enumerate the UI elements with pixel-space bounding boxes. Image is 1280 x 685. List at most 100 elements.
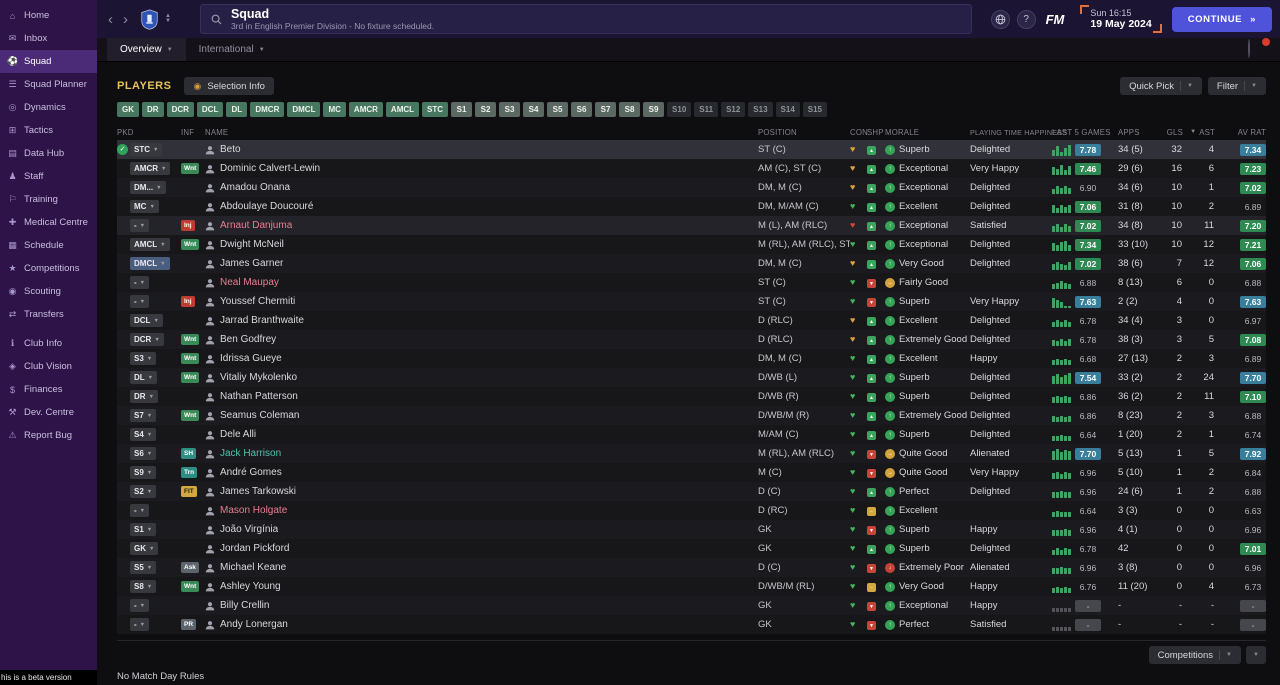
sidebar-item-schedule[interactable]: ▦ Schedule [8, 240, 64, 251]
player-name[interactable]: Andy Lonergan [220, 619, 288, 630]
column-header-av-rat[interactable]: AV RAT [1237, 127, 1266, 137]
table-row[interactable]: ✓ - ▼ Billy Crellin GK ♥ ▼ ↑ Exceptional… [117, 596, 1266, 615]
pkd-dropdown[interactable]: DCL ▼ [130, 314, 163, 327]
club-switcher[interactable]: ▲ ▼ [165, 13, 171, 24]
table-row[interactable]: ✓ DMCL ▼ James Garner DM, M (C) ♥ ▲ ↑ Ve… [117, 254, 1266, 273]
search-icon[interactable] [211, 14, 222, 25]
pkd-dropdown[interactable]: MC ▼ [130, 200, 159, 213]
table-row[interactable]: ✓ S4 ▼ Dele Alli M/AM (C) ♥ ▲ ↑ Superb D… [117, 425, 1266, 444]
position-filter-dl[interactable]: DL [226, 102, 248, 117]
table-row[interactable]: ✓ S9 ▼ Trn André Gomes M (C) ♥ ▼ → Quite… [117, 463, 1266, 482]
continue-button[interactable]: CONTINUE » [1171, 6, 1272, 32]
sidebar-item-dynamics[interactable]: ◎ Dynamics [8, 102, 66, 113]
position-filter-s1[interactable]: S1 [451, 102, 473, 117]
position-filter-s8[interactable]: S8 [619, 102, 641, 117]
position-filter-stc[interactable]: STC [422, 102, 449, 117]
column-header-morale[interactable]: MORALE [885, 127, 920, 137]
table-row[interactable]: ✓ GK ▼ Jordan Pickford GK ♥ ▲ ↑ Superb D… [117, 539, 1266, 558]
sidebar-item-dev-centre[interactable]: ⚒ Dev. Centre [8, 407, 74, 418]
column-header-gls[interactable]: GLS [1166, 127, 1183, 137]
collapse-panel-button[interactable]: ▼ [1246, 646, 1266, 664]
player-name[interactable]: Ashley Young [220, 581, 281, 592]
player-name[interactable]: Jack Harrison [220, 448, 282, 459]
table-row[interactable]: ✓ DCR ▼ Wnt Ben Godfrey D (RLC) ♥ ▲ ↑ Ex… [117, 330, 1266, 349]
pkd-dropdown[interactable]: S9 ▼ [130, 466, 157, 479]
sidebar-item-club-info[interactable]: ℹ Club Info [0, 332, 97, 355]
column-header-ast[interactable]: ▼ AST [1190, 127, 1215, 137]
sidebar-item-club-vision[interactable]: ◈ Club Vision [0, 355, 97, 378]
pkd-dropdown[interactable]: DM... ▼ [130, 181, 166, 194]
pkd-dropdown[interactable]: STC ▼ [130, 143, 163, 156]
column-header-last-5-games[interactable]: LAST 5 GAMES [1052, 127, 1111, 137]
table-row[interactable]: ✓ - ▼ Inj Youssef Chermiti ST (C) ♥ ▼ ↑ … [117, 292, 1266, 311]
player-name[interactable]: Youssef Chermiti [220, 296, 296, 307]
pkd-dropdown[interactable]: DMCL ▼ [130, 257, 170, 270]
table-row[interactable]: ✓ - ▼ PR Andy Lonergan GK ♥ ▼ ↑ Perfect … [117, 615, 1266, 634]
pkd-dropdown[interactable]: - ▼ [130, 618, 150, 631]
club-crest-icon[interactable] [141, 9, 158, 30]
position-filter-amcr[interactable]: AMCR [348, 102, 383, 117]
pkd-dropdown[interactable]: DCR ▼ [130, 333, 164, 346]
table-row[interactable]: ✓ DCL ▼ Jarrad Branthwaite D (RLC) ♥ ▲ ↑… [117, 311, 1266, 330]
position-filter-s15[interactable]: S15 [802, 102, 827, 117]
player-name[interactable]: Dominic Calvert-Lewin [220, 163, 321, 174]
position-filter-s11[interactable]: S11 [694, 102, 719, 117]
position-filter-dmcl[interactable]: DMCL [287, 102, 321, 117]
manager-profile-button[interactable] [1248, 38, 1270, 60]
position-filter-mc[interactable]: MC [323, 102, 346, 117]
table-row[interactable]: ✓ S8 ▼ Wnt Ashley Young D/WB/M (RL) ♥ − … [117, 577, 1266, 596]
sidebar-item-transfers[interactable]: ⇄ Transfers [8, 309, 64, 320]
player-name[interactable]: Vitaliy Mykolenko [220, 372, 298, 383]
player-name[interactable]: Beto [220, 144, 241, 155]
position-filter-s9[interactable]: S9 [643, 102, 665, 117]
position-filter-s4[interactable]: S4 [523, 102, 545, 117]
player-name[interactable]: Billy Crellin [220, 600, 270, 611]
help-icon[interactable]: ? [1016, 9, 1036, 29]
position-filter-s10[interactable]: S10 [667, 102, 692, 117]
player-name[interactable]: Idrissa Gueye [220, 353, 282, 364]
column-header-apps[interactable]: APPS [1118, 127, 1140, 137]
table-row[interactable]: ✓ - ▼ Inj Arnaut Danjuma M (L), AM (RLC)… [117, 216, 1266, 235]
pkd-dropdown[interactable]: GK ▼ [130, 542, 159, 555]
table-row[interactable]: ✓ S3 ▼ Wnt Idrissa Gueye DM, M (C) ♥ ▲ ↑… [117, 349, 1266, 368]
pkd-dropdown[interactable]: S5 ▼ [130, 561, 157, 574]
table-row[interactable]: ✓ DR ▼ Nathan Patterson D/WB (R) ♥ ▲ ↑ S… [117, 387, 1266, 406]
pkd-dropdown[interactable]: AMCR ▼ [130, 162, 171, 175]
pkd-dropdown[interactable]: DL ▼ [130, 371, 158, 384]
player-name[interactable]: Abdoulaye Doucouré [220, 201, 314, 212]
sidebar-item-squad[interactable]: ⚽ Squad [0, 50, 97, 73]
table-row[interactable]: ✓ - ▼ Neal Maupay ST (C) ♥ ▼ → Fairly Go… [117, 273, 1266, 292]
player-name[interactable]: Mason Holgate [220, 505, 288, 516]
table-row[interactable]: ✓ AMCR ▼ Wnt Dominic Calvert-Lewin AM (C… [117, 159, 1266, 178]
position-filter-amcl[interactable]: AMCL [385, 102, 420, 117]
position-filter-s2[interactable]: S2 [475, 102, 497, 117]
player-name[interactable]: Neal Maupay [220, 277, 279, 288]
table-row[interactable]: ✓ S2 ▼ FIT James Tarkowski D (C) ♥ ▲ ↑ P… [117, 482, 1266, 501]
pkd-dropdown[interactable]: S3 ▼ [130, 352, 157, 365]
tab-overview[interactable]: Overview ▼ [107, 38, 186, 61]
sidebar-item-report-bug[interactable]: ⚠ Report Bug [8, 430, 73, 441]
position-filter-dmcr[interactable]: DMCR [250, 102, 285, 117]
quick-pick-button[interactable]: Quick Pick ▼ [1120, 77, 1202, 95]
table-row[interactable]: ✓ MC ▼ Abdoulaye Doucouré DM, M/AM (C) ♥… [117, 197, 1266, 216]
position-filter-dcl[interactable]: DCL [196, 102, 224, 117]
pkd-dropdown[interactable]: S8 ▼ [130, 580, 157, 593]
tab-international[interactable]: International ▼ [198, 44, 265, 55]
player-name[interactable]: Jordan Pickford [220, 543, 290, 554]
table-row[interactable]: ✓ AMCL ▼ Wnt Dwight McNeil M (RL), AM (R… [117, 235, 1266, 254]
position-filter-s3[interactable]: S3 [499, 102, 521, 117]
table-row[interactable]: ✓ S1 ▼ João Virgínia GK ♥ ▼ ↑ Superb Hap… [117, 520, 1266, 539]
player-name[interactable]: André Gomes [220, 467, 282, 478]
pkd-dropdown[interactable]: - ▼ [130, 504, 150, 517]
sidebar-item-staff[interactable]: ♟ Staff [8, 171, 44, 182]
pkd-dropdown[interactable]: - ▼ [130, 219, 150, 232]
player-name[interactable]: João Virgínia [220, 524, 279, 535]
column-header-pkd[interactable]: PKD [117, 127, 134, 137]
player-name[interactable]: Ben Godfrey [220, 334, 277, 345]
player-name[interactable]: Seamus Coleman [220, 410, 300, 421]
position-filter-s14[interactable]: S14 [775, 102, 800, 117]
sidebar-item-scouting[interactable]: ◉ Scouting [8, 286, 61, 297]
column-header-position[interactable]: POSITION [758, 127, 797, 137]
competitions-button[interactable]: Competitions ▼ [1148, 646, 1241, 664]
sidebar-item-squad-planner[interactable]: ☰ Squad Planner [8, 79, 87, 90]
